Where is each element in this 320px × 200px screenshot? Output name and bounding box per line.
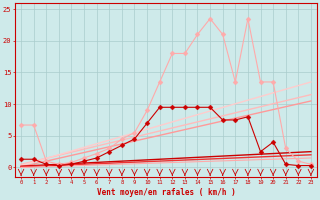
X-axis label: Vent moyen/en rafales ( km/h ): Vent moyen/en rafales ( km/h ) <box>97 188 236 197</box>
